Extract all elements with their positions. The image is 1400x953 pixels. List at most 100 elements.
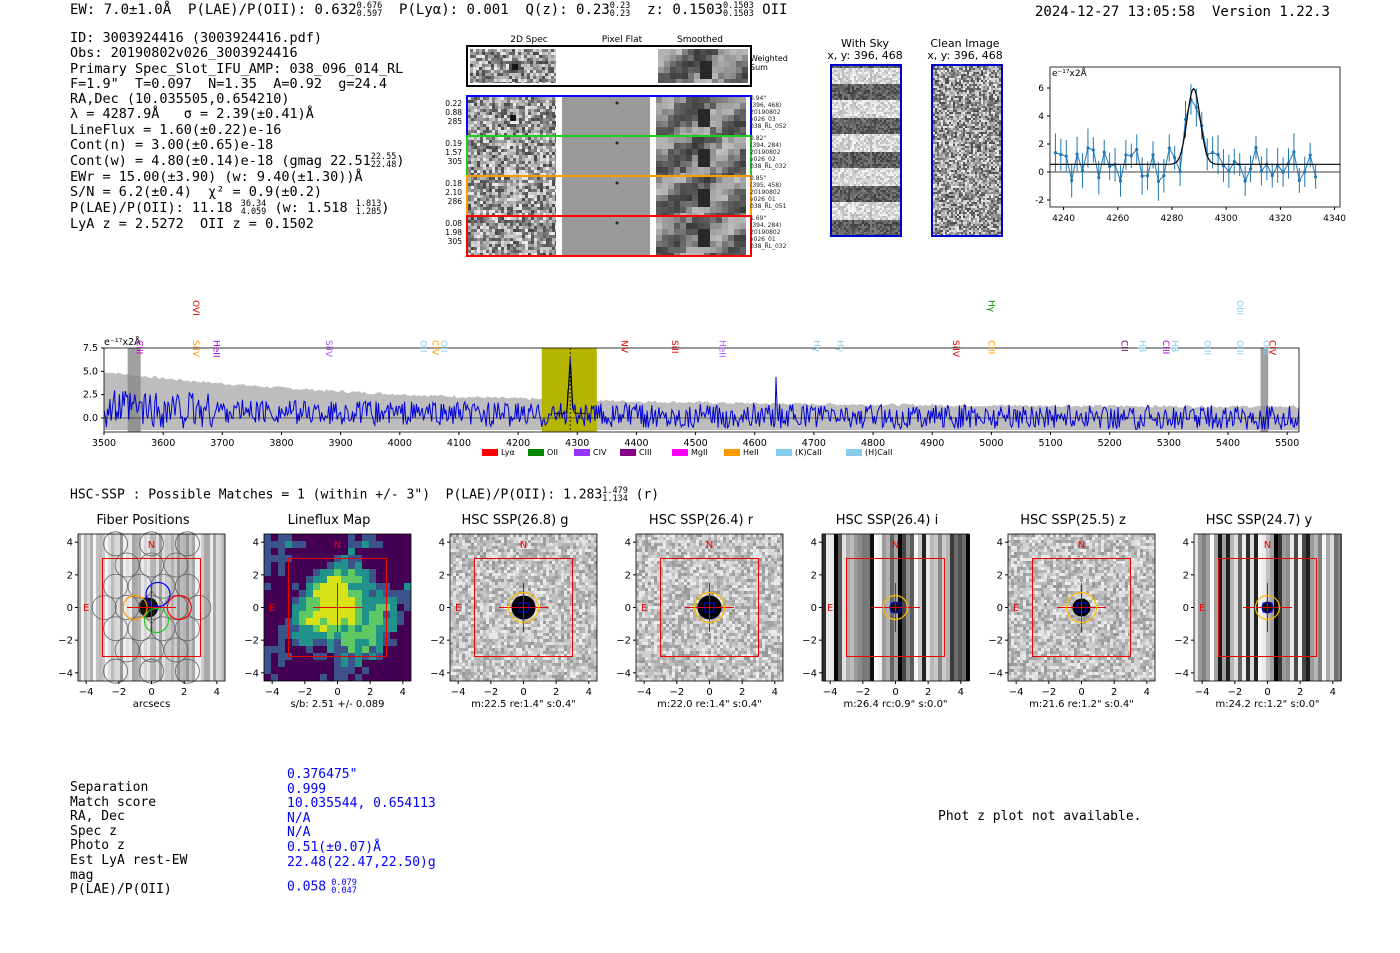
- hsc-xtick-label: −4: [265, 687, 280, 698]
- hsc-ytick-label: 0: [997, 603, 1003, 614]
- hsc-ytick-label: 4: [439, 538, 445, 549]
- hsc-panel-title: HSC SSP(26.4) i: [835, 513, 939, 528]
- spectrum-ylabel: e⁻¹⁷x2Å: [104, 336, 141, 348]
- info-obs: Obs: 20190802v026_3003924416: [70, 45, 298, 62]
- spectrum-ytick-label: 0.0: [83, 413, 98, 424]
- with-sky-label: With Sky: [841, 37, 889, 50]
- hsc-xtick-label: 0: [520, 687, 526, 698]
- info-sn: S/N = 6.2(±0.4) χ² = 0.9(±0.2): [70, 183, 322, 200]
- hsc-ytick-label: 4: [67, 538, 73, 549]
- spectrum-ytick-label: 7.5: [83, 343, 98, 354]
- summary-value: 0.376475": [287, 767, 358, 782]
- fiber-highlight: [143, 607, 170, 634]
- plae-info-lo: 4.059: [240, 207, 267, 218]
- north-label: N: [334, 540, 341, 551]
- plya-value: P(Lyα): 0.001: [399, 2, 509, 18]
- aperture-ellipse: [1254, 594, 1281, 621]
- fit-data-line: [1055, 98, 1317, 183]
- aperture-ellipse: [1065, 591, 1098, 624]
- hsc-ytick-label: 0: [67, 603, 73, 614]
- north-label: N: [892, 540, 899, 551]
- fiber-circle: [91, 595, 117, 620]
- summary-value: 0.058 0.079 0.047: [287, 878, 357, 897]
- hsc-ytick-label: 4: [1183, 538, 1189, 549]
- hsc-xtick-label: 4: [958, 687, 964, 698]
- hsc-ytick-label: 2: [811, 570, 817, 581]
- spectral-line-label: CIII: [134, 340, 144, 354]
- spectral-line-label: CIV: [1266, 340, 1276, 356]
- fiber-circle: [139, 637, 164, 663]
- hsc-xtick-label: 2: [553, 687, 559, 698]
- legend-label: CIII: [639, 448, 652, 457]
- cutout-panel: 2D Spec Pixel Flat Smoothed Weighted Sum…: [444, 33, 794, 258]
- cutout-row-stats: 0.18 2.10 286: [445, 179, 462, 206]
- hsc-ytick-label: −2: [616, 636, 631, 647]
- plae-lo: 0.597: [356, 9, 383, 19]
- weighted-2dspec: [470, 49, 557, 85]
- fit-ytick-label: 4: [1038, 112, 1044, 122]
- spectral-line-label: OII: [438, 340, 448, 352]
- hsc-xtick-label: −4: [823, 687, 838, 698]
- plae-header: P(LAE)/P(OII): 0.632: [188, 2, 357, 18]
- cutout-row-meta: 0.85" (395, 458) 20190802 v026_01 038_RL_051: [750, 175, 787, 210]
- hsc-xtick-label: 2: [1297, 687, 1303, 698]
- spectrum-xtick-label: 5000: [979, 438, 1003, 449]
- cont-w-text: Cont(w) = 4.80(±0.14)e-18 (gmag 22.51: [70, 153, 371, 170]
- spectral-line-label: HeII: [210, 340, 220, 358]
- cutout-row-meta: 1.69" (394, 284) 20190802 v026_01 038_RL_032: [750, 215, 787, 250]
- spectral-line-label: OII: [418, 340, 428, 352]
- hsc-xtick-label: −2: [111, 687, 126, 698]
- with-sky-xy: x, y: 396, 468: [827, 49, 903, 62]
- hsc-panel-title: Fiber Positions: [96, 513, 190, 528]
- clean-image: [931, 64, 1003, 237]
- info-ewr: EWr = 15.00(±3.90) (w: 9.40(±1.30))Å: [70, 168, 363, 185]
- hsc-xtick-label: −2: [855, 687, 870, 698]
- z-hi: 0.1503: [722, 1, 754, 11]
- fiber-circle: [150, 616, 176, 642]
- hsc-ytick-label: −4: [616, 668, 631, 679]
- hsc-xtick-label: 2: [367, 687, 373, 698]
- fiber-circle: [103, 573, 128, 599]
- fit-ytick-label: 0: [1038, 168, 1044, 178]
- hsc-ytick-label: −4: [244, 668, 259, 679]
- fiber-circle: [163, 637, 189, 663]
- hsc-ytick-label: 0: [811, 603, 817, 614]
- cutout-row-meta: 0.94" (396, 468) 20190802 v026_03 038_RL_052: [750, 95, 787, 130]
- fit-ytick-label: -2: [1035, 196, 1044, 206]
- search-box: [1032, 558, 1131, 657]
- spectrum-xtick-label: 5100: [1038, 438, 1062, 449]
- fiber-highlight: [145, 581, 171, 608]
- spectrum-xtick-label: 4400: [624, 438, 648, 449]
- info-fit: F=1.9" T=0.097 N=1.35 A=0.92 g=24.4: [70, 75, 387, 92]
- cutout-header-2dspec: 2D Spec: [510, 35, 548, 45]
- hsc-ytick-label: −2: [1174, 636, 1189, 647]
- fit-ytick-label: 6: [1038, 84, 1044, 94]
- hsc-xtick-label: 4: [1144, 687, 1150, 698]
- fiber-circle: [114, 552, 140, 578]
- info-lya: LyA z = 2.5272 OII z = 0.1502: [70, 215, 314, 232]
- hsc-xtick-label: 4: [1330, 687, 1336, 698]
- cutout-row: [466, 135, 752, 177]
- spectral-line-label: CIII: [985, 340, 995, 354]
- hsc-panel-title: HSC SSP(26.8) g: [461, 513, 569, 528]
- hsc-ytick-label: 0: [253, 603, 259, 614]
- qz-value: Q(z): 0.23: [525, 2, 610, 18]
- qz-hi: 0.23: [609, 1, 631, 11]
- hsc-ytick-label: 2: [67, 570, 73, 581]
- north-label: N: [1264, 540, 1271, 551]
- hsc-panel-image: N E 4 2 0 −2 −4 −4 −2 0 2 4 s/b: 2.51 +/- 0.089: [244, 533, 412, 710]
- fit-xtick-label: 4280: [1161, 214, 1184, 224]
- spectrum-ytick-label: 5.0: [83, 366, 98, 377]
- info-id: ID: 3003924416 (3003924416.pdf): [70, 30, 322, 46]
- hsc-caption: m:26.4 rc:0.9" s:0.0": [843, 699, 947, 710]
- hsc-ytick-label: 2: [997, 570, 1003, 581]
- spectral-line-label: CII: [1119, 340, 1129, 352]
- header-right: 2024-12-27 13:05:58 Version 1.22.3: [1035, 4, 1330, 20]
- hsc-ytick-label: −2: [244, 636, 259, 647]
- spectrum-line: [103, 357, 1300, 431]
- summary-value: 10.035544, 0.654113: [287, 796, 436, 812]
- spectral-line-label: SiIV: [190, 340, 200, 358]
- summary-label: Match score: [70, 794, 157, 810]
- detection-box: [890, 602, 901, 613]
